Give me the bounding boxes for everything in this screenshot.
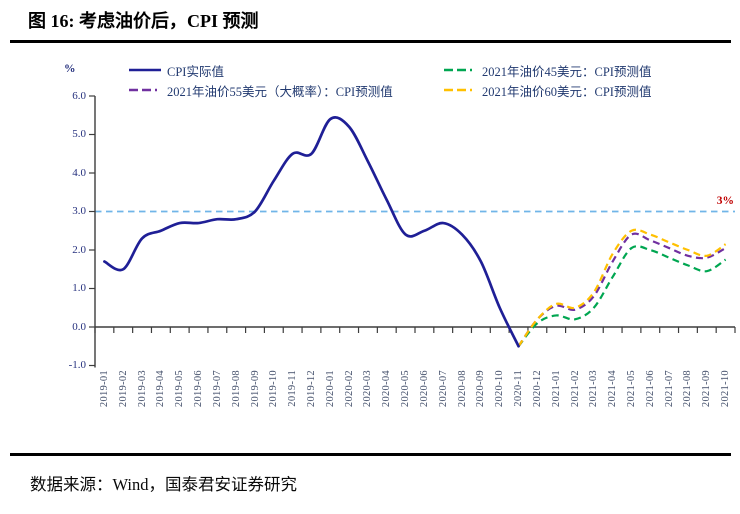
x-axis-tick-label: 2021-06	[644, 370, 656, 408]
x-axis-tick-label: 2019-09	[249, 370, 261, 408]
x-axis-tick-label: 2019-10	[268, 370, 280, 408]
x-axis-tick-label: 2019-07	[211, 370, 223, 408]
series-line-2	[517, 232, 727, 347]
legend-label: 2021年油价45美元：CPI预测值	[482, 64, 652, 79]
y-axis-tick-label: 3.0	[72, 205, 86, 217]
x-axis-tick-label: 2020-02	[343, 370, 355, 408]
y-axis-unit-label: %	[64, 63, 76, 75]
x-axis-tick-label: 2019-05	[174, 370, 186, 408]
x-axis-tick-label: 2020-01	[324, 370, 336, 408]
x-axis-tick-label: 2021-04	[607, 370, 619, 408]
x-axis-tick-label: 2020-03	[362, 370, 374, 408]
series-line-3	[517, 228, 727, 347]
data-source-note: 数据来源：Wind，国泰君安证券研究	[30, 475, 297, 494]
x-axis-tick-label: 2020-04	[381, 370, 393, 408]
y-axis-tick-label: 6.0	[72, 89, 86, 102]
x-axis-tick-label: 2021-03	[588, 370, 600, 408]
x-axis-tick-label: 2019-08	[230, 370, 242, 408]
legend-swatch-oil-45	[444, 68, 476, 72]
y-axis-tick-label: 2.0	[72, 243, 86, 256]
x-axis-tick-label: 2019-02	[117, 370, 129, 408]
x-axis-tick-label: 2020-06	[418, 370, 430, 408]
x-axis-tick-label: 2019-01	[98, 370, 110, 408]
legend-label: CPI实际值	[167, 64, 224, 79]
x-axis-tick-label: 2021-07	[663, 370, 675, 408]
legend-item-oil-45: 2021年油价45美元：CPI预测值	[443, 62, 652, 79]
title-divider	[10, 40, 731, 43]
legend-swatch-oil-55	[129, 88, 161, 92]
y-axis-tick-label: 4.0	[72, 166, 86, 179]
x-axis-tick-label: 2020-08	[456, 370, 468, 408]
legend-item-cpi-actual: CPI实际值	[128, 62, 224, 79]
x-axis-tick-label: 2021-02	[569, 370, 581, 408]
x-axis-tick-label: 2020-05	[400, 370, 412, 408]
footer-divider	[10, 453, 731, 456]
legend-label: 2021年油价60美元：CPI预测值	[482, 84, 652, 99]
x-axis-tick-label: 2021-10	[720, 370, 732, 408]
x-axis-tick-label: 2021-09	[701, 370, 713, 408]
x-axis-tick-label: 2019-06	[193, 370, 205, 408]
legend-swatch-cpi-actual	[129, 68, 161, 72]
y-axis-tick-label: 1.0	[72, 282, 86, 294]
x-axis-tick-label: 2020-11	[513, 370, 525, 407]
x-axis-tick-label: 2019-03	[136, 370, 148, 408]
legend-swatch-oil-60	[444, 88, 476, 92]
legend-label: 2021年油价55美元（大概率）：CPI预测值	[167, 84, 393, 99]
x-axis-tick-label: 2020-09	[475, 370, 487, 408]
threshold-label: 3%	[716, 194, 734, 207]
legend-item-oil-60: 2021年油价60美元：CPI预测值	[443, 82, 652, 99]
x-axis-tick-label: 2019-11	[287, 370, 299, 407]
y-axis-tick-label: 5.0	[72, 128, 86, 140]
figure-title: 图 16: 考虑油价后，CPI 预测	[28, 11, 259, 31]
x-axis-tick-label: 2021-05	[625, 370, 637, 408]
x-axis-tick-label: 2019-04	[155, 370, 167, 408]
y-axis-tick-label: 0.0	[72, 320, 86, 333]
series-line-1	[517, 245, 727, 347]
series-line-0	[103, 116, 520, 348]
x-axis-tick-label: 2021-08	[682, 370, 694, 408]
x-axis-tick-label: 2020-12	[531, 370, 543, 408]
x-axis-tick-label: 2020-07	[437, 370, 449, 408]
legend-item-oil-55: 2021年油价55美元（大概率）：CPI预测值	[128, 82, 393, 99]
y-axis-tick-label: -1.0	[68, 359, 86, 371]
x-axis-tick-label: 2021-01	[550, 370, 562, 408]
x-axis-tick-label: 2019-12	[305, 370, 317, 408]
x-axis-tick-label: 2020-10	[494, 370, 506, 408]
